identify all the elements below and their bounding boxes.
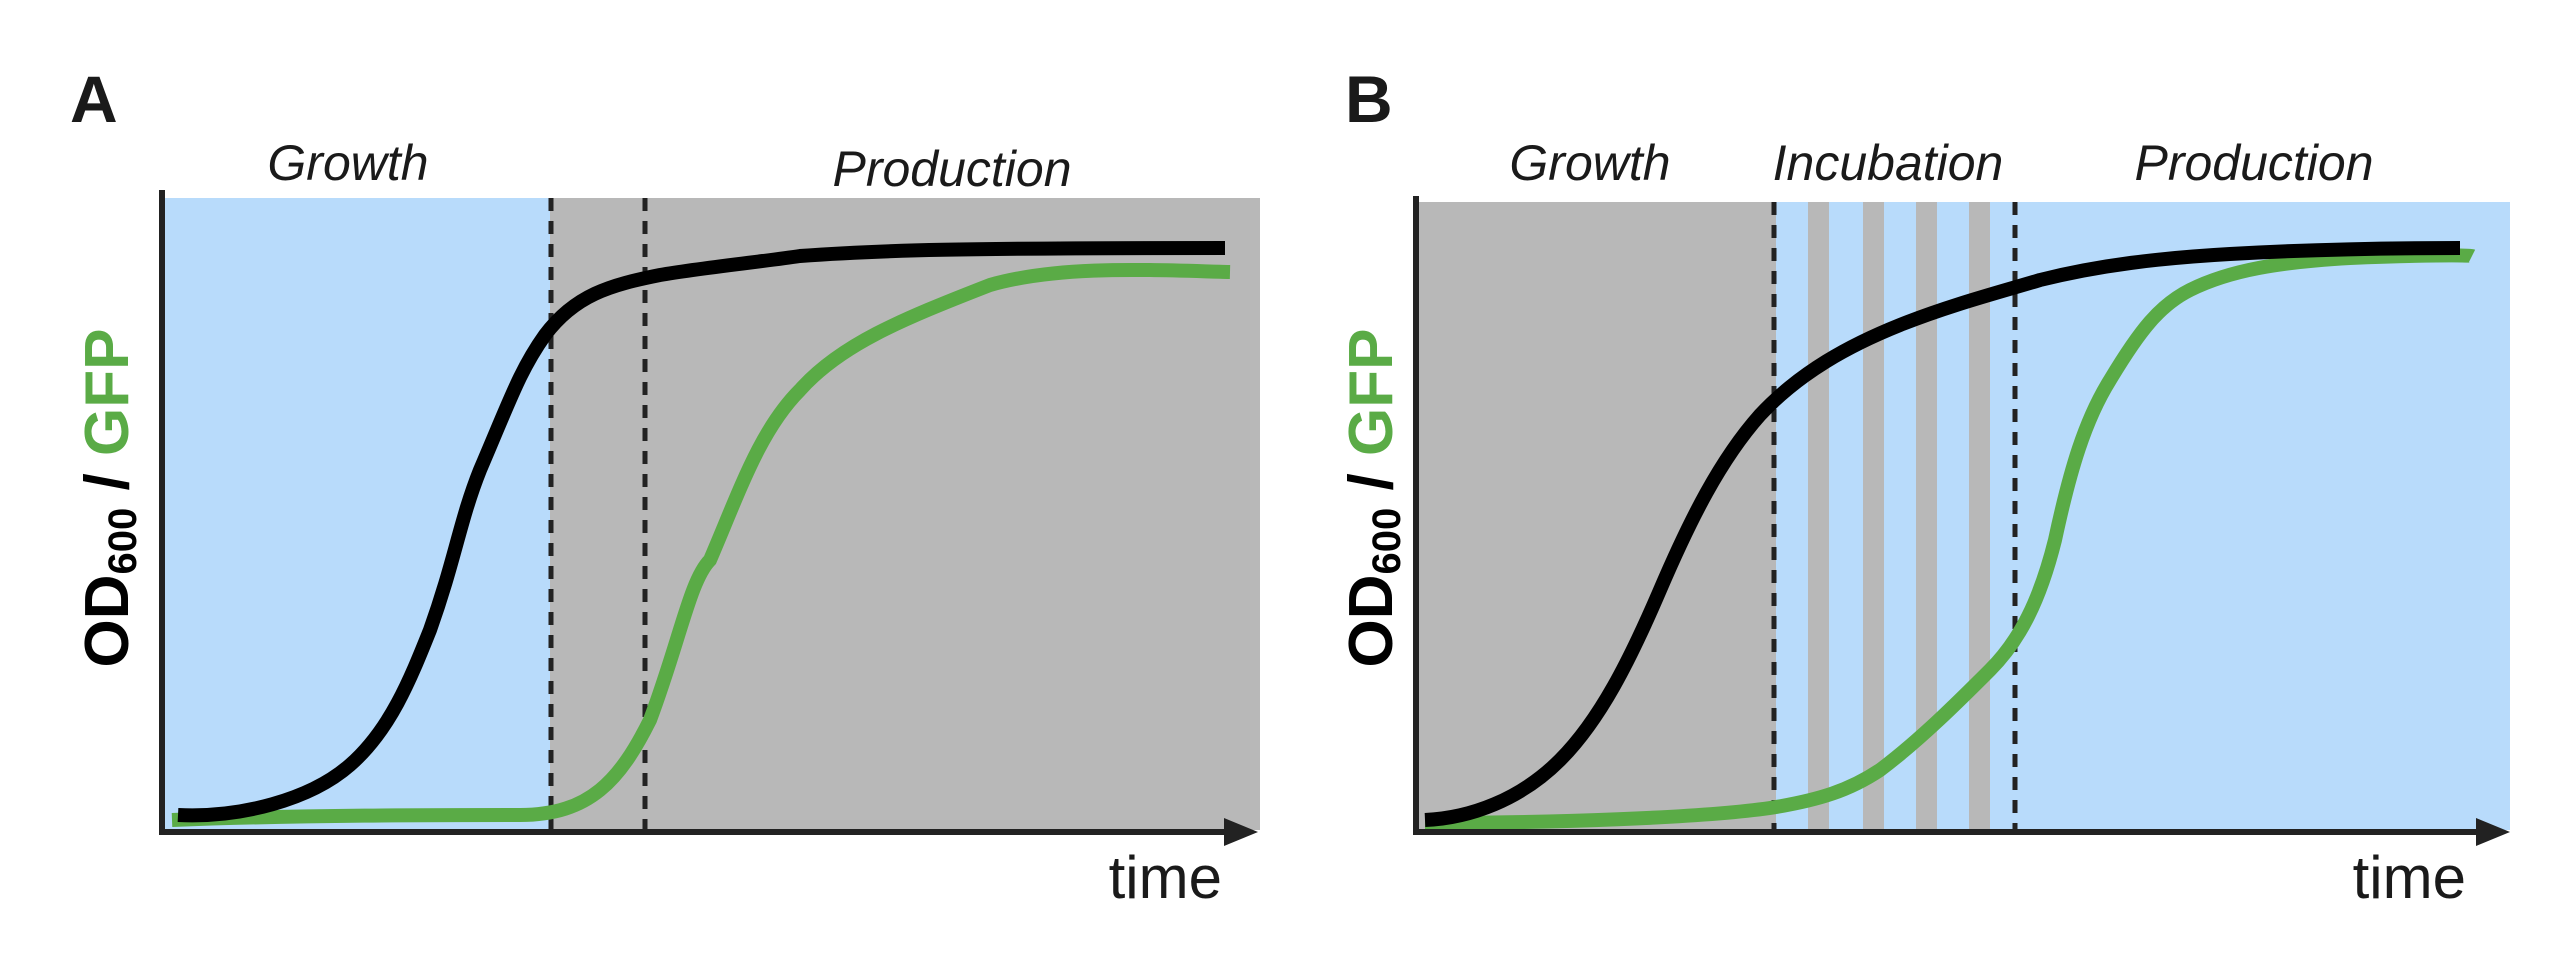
panel-a-production-region	[550, 198, 1260, 830]
panel-b-od-curve	[1424, 241, 2461, 827]
panel-b-y-sep: /	[1337, 456, 1406, 508]
panel-a: A Growth Production time OD600 / GFP	[70, 62, 1260, 911]
panel-a-x-axis-label: time	[1109, 844, 1222, 911]
panel-b-x-axis-arrow	[2476, 818, 2510, 846]
panel-b-growth-region	[1418, 202, 1776, 830]
panel-b-y-axis-label: OD600 / GFP	[1337, 329, 1409, 668]
panel-b-incubation-stripe-1	[1808, 202, 1829, 830]
panel-a-x-axis-arrow	[1224, 818, 1258, 846]
panel-a-y-od: OD	[73, 574, 142, 667]
panel-b-letter: B	[1345, 62, 1393, 136]
panel-b-y-od-sub: 600	[1365, 508, 1409, 575]
panel-b-incubation-stripe-2	[1863, 202, 1884, 830]
panel-a-od-curve	[177, 241, 1226, 823]
panel-a-y-axis-label: OD600 / GFP	[73, 329, 145, 668]
panel-a-growth-region	[162, 198, 550, 830]
panel-a-letter: A	[70, 62, 118, 136]
panel-b-incubation-label: Incubation	[1773, 135, 2004, 191]
panel-a-gfp-curve	[171, 262, 1231, 827]
panel-b-growth-label: Growth	[1509, 135, 1670, 191]
panel-b-y-od: OD	[1337, 574, 1406, 667]
panel-b-x-axis-label: time	[2353, 844, 2466, 911]
panel-a-growth-label: Growth	[267, 135, 428, 191]
panel-b-y-gfp: GFP	[1337, 329, 1406, 456]
panel-b-incubation-production-region	[1776, 202, 2510, 830]
panel-b-production-label: Production	[2134, 135, 2373, 191]
panel-a-y-sep: /	[73, 456, 142, 508]
panel-b: B Growth Incubation Production time OD60…	[1337, 62, 2510, 911]
panel-a-y-od-sub: 600	[101, 508, 145, 575]
panel-a-y-gfp: GFP	[73, 329, 142, 456]
panel-b-incubation-stripe-3	[1916, 202, 1937, 830]
panel-b-gfp-curve	[1424, 248, 2476, 830]
panel-a-production-label: Production	[832, 141, 1071, 197]
